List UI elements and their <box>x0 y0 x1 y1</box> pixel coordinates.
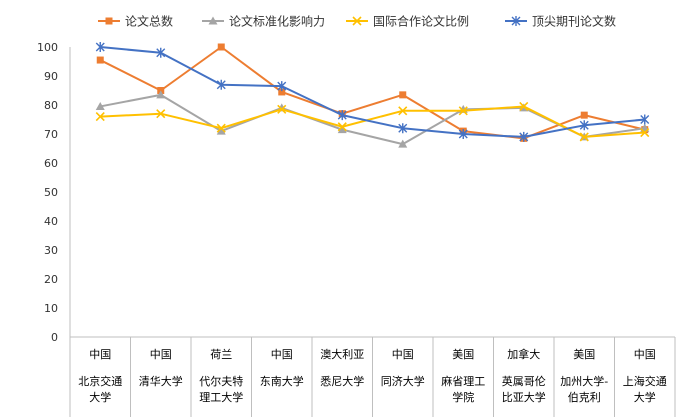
legend-label: 论文总数 <box>125 14 173 29</box>
data-point <box>156 47 166 58</box>
data-point <box>580 111 588 119</box>
category-name: 东南大学 <box>260 374 304 388</box>
data-point <box>640 127 650 138</box>
data-point <box>277 81 287 92</box>
category-name: 北京交通 <box>78 374 122 388</box>
data-point <box>156 109 166 119</box>
series-3 <box>95 101 650 142</box>
category-name: 上海交通 <box>623 374 667 388</box>
category-country: 美国 <box>452 348 474 361</box>
data-point <box>216 79 226 90</box>
category-country: 荷兰 <box>210 348 232 361</box>
legend-item: 论文总数 <box>98 14 173 29</box>
legend-marker <box>105 17 113 25</box>
category-country: 中国 <box>392 348 414 361</box>
y-tick-label: 100 <box>37 41 58 54</box>
category-name: 比亚大学 <box>502 390 546 404</box>
data-point <box>216 126 226 135</box>
category-name: 英属哥伦 <box>502 374 546 388</box>
category-name: 大学 <box>634 390 656 404</box>
series-line <box>99 46 645 140</box>
category-name: 大学 <box>89 390 111 404</box>
y-tick-label: 0 <box>51 331 58 344</box>
legend-label: 顶尖期刊论文数 <box>532 14 616 29</box>
y-tick-label: 20 <box>44 273 58 286</box>
data-point <box>217 43 225 51</box>
legend-label: 国际合作论文比例 <box>373 14 469 29</box>
data-point <box>156 90 166 99</box>
category-name: 麻省理工 <box>441 374 485 388</box>
category-name: 伯克利 <box>568 390 601 404</box>
category-country: 加拿大 <box>507 347 540 361</box>
y-tick-label: 50 <box>44 186 58 199</box>
category-name: 加州大学- <box>560 374 608 388</box>
legend: 论文总数 论文标准化影响力 国际合作论文比例 顶尖期刊论文数 <box>98 14 616 29</box>
data-point <box>398 123 408 134</box>
legend-item: 国际合作论文比例 <box>346 14 469 29</box>
category-name: 清华大学 <box>139 374 183 388</box>
series-line <box>100 105 645 138</box>
data-point <box>399 91 407 99</box>
data-point <box>95 112 105 122</box>
plot-area <box>95 42 650 148</box>
y-tick-label: 90 <box>44 70 58 83</box>
category-country: 中国 <box>89 348 111 361</box>
data-point <box>277 104 287 114</box>
legend-marker <box>511 16 521 26</box>
data-point <box>579 120 589 131</box>
series-4 <box>95 42 650 142</box>
data-point <box>458 129 468 139</box>
category-country: 中国 <box>150 348 172 361</box>
legend-item: 顶尖期刊论文数 <box>505 14 616 29</box>
legend-marker <box>352 16 362 26</box>
data-point <box>337 110 347 121</box>
y-tick-label: 30 <box>44 244 58 257</box>
category-name: 同济大学 <box>381 374 425 388</box>
y-tick-label: 10 <box>44 302 58 315</box>
category-country: 中国 <box>634 348 656 361</box>
y-tick-label: 80 <box>44 99 58 112</box>
data-point <box>337 125 347 134</box>
category-name: 理工大学 <box>199 390 243 404</box>
data-point <box>458 106 468 116</box>
data-point <box>95 101 105 110</box>
data-point <box>337 122 347 132</box>
y-axis: 0 10 20 30 40 50 60 70 80 90 100 <box>37 41 71 344</box>
category-country: 美国 <box>573 348 595 361</box>
legend-item: 论文标准化影响力 <box>202 14 325 29</box>
data-point <box>95 42 105 52</box>
category-name: 代尔夫特 <box>199 374 243 388</box>
data-point <box>96 56 104 64</box>
data-point <box>216 123 226 133</box>
data-point <box>519 101 529 112</box>
data-point <box>640 114 650 125</box>
category-name: 悉尼大学 <box>320 374 364 388</box>
y-tick-label: 60 <box>44 157 58 170</box>
series-line <box>100 46 645 138</box>
legend-marker <box>208 16 218 25</box>
data-point <box>398 139 408 148</box>
category-name: 学院 <box>452 390 474 404</box>
category-country: 澳大利亚 <box>320 347 364 361</box>
data-point <box>519 131 529 142</box>
data-point <box>278 88 286 96</box>
data-point <box>398 106 408 116</box>
y-tick-label: 40 <box>44 215 58 228</box>
category-country: 中国 <box>271 348 293 361</box>
data-point <box>579 132 589 142</box>
y-tick-label: 70 <box>44 128 58 141</box>
legend-label: 论文标准化影响力 <box>229 14 325 29</box>
